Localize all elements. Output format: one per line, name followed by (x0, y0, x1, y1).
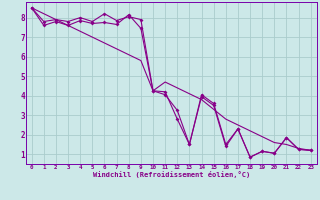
X-axis label: Windchill (Refroidissement éolien,°C): Windchill (Refroidissement éolien,°C) (92, 171, 250, 178)
